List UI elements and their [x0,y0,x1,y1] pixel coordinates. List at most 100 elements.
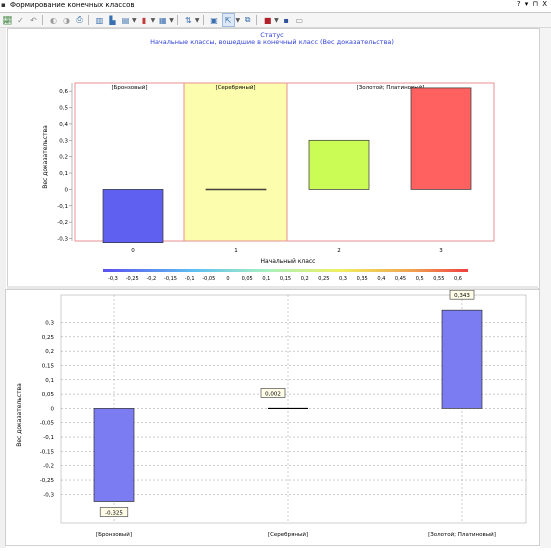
chevron-down-icon[interactable]: ▼ [169,16,174,24]
check-icon[interactable]: ✓ [17,15,24,25]
legend-tick-label: -0,25 [126,276,139,282]
y-tick-label: 0,3 [59,138,68,144]
save-icon[interactable]: ▪ [283,15,289,25]
data-label-box [99,507,129,517]
toolbar-separator [42,15,43,25]
legend-tick-label: -0,3 [108,276,118,282]
bar [93,408,135,502]
group-label: [Бронзовый] [112,84,148,91]
data-label: 0,002 [265,391,281,397]
y-tick-label: 0,5 [59,106,68,112]
y-tick-label: -0,2 [57,220,68,226]
legend-tick-label: 0,6 [454,276,462,282]
y-tick-label: 0 [65,187,69,193]
group-frame [183,82,288,242]
y-tick-label: -0,1 [57,204,68,210]
series2-icon[interactable]: ◑ [63,15,70,25]
y-tick-label: -0,15 [40,449,55,455]
axes-icon[interactable]: ▙ [109,15,116,25]
toolbar-separator [256,15,258,25]
sort-icon[interactable]: ⇅ [185,15,192,25]
y-tick-label: -0,05 [40,421,55,427]
y-axis-ticks: 0,3 0,25 0,2 0,15 0,1 0,05 0 -0,05 -0,1 -0,15 -0,2… [40,320,55,498]
plot-border [60,294,527,524]
y-tick-label: 0,1 [59,171,68,177]
x-tick-label: 0 [131,248,135,254]
y-tick-label: 0,05 [42,392,55,398]
legend-tick-label: 0,4 [377,276,385,282]
y-tick-label: 0 [51,406,55,412]
window-title: Формирование конечных классов [10,1,135,9]
x-axis-ticks: [Бронзовый] [Серебряный] [Золотой; Платино… [96,531,496,538]
copy-icon[interactable]: ▭ [295,15,304,25]
bar [441,309,483,409]
y-tick-label: -0,3 [57,237,68,243]
chart-header: Статус [260,31,284,39]
legend-tick-label: 0 [226,276,229,282]
data-label: -0,325 [105,511,123,517]
window-controls[interactable]: ? ▾ ⊓ X [516,0,548,8]
chevron-down-icon[interactable]: ▼ [194,16,200,24]
chevron-down-icon[interactable]: ▼ [150,16,156,24]
pane-marker-icon: ▪ [1,1,6,9]
gridlines [60,294,527,524]
pointer-icon[interactable]: ⇱ [221,13,235,27]
bottom-chart: 0,3 0,25 0,2 0,15 0,1 0,05 0 -0,05 -0,1 -0,15 -0,2… [16,289,527,538]
toolbar-separator [202,15,204,25]
gridlines-icon[interactable]: ▥ [95,15,104,25]
legend-tick-label: -0,1 [185,276,195,282]
data-label-box [260,388,286,398]
toolbar-separator [176,15,178,25]
x-tick-label: 1 [234,248,238,254]
color-icon[interactable]: ■ [263,15,272,25]
y-tick-label: 0,15 [42,363,55,369]
chevron-down-icon[interactable]: ▼ [235,16,241,24]
chart-type-icon[interactable]: ▮ [141,15,147,25]
layout-icon[interactable]: ▤ [121,15,130,25]
top-chart: Статус Начальные классы, вошедшие в коне… [42,31,495,282]
bottom-chart-panel: 0,3 0,25 0,2 0,15 0,1 0,05 0 -0,05 -0,1 -0,15 -0,2… [5,289,540,546]
y-tick-label: -0,1 [43,435,54,441]
horizontal-splitter[interactable] [7,286,538,289]
print-icon[interactable]: ⎙ [76,15,83,24]
undo-icon[interactable]: ↶ [30,15,37,25]
legend-tick-label: -0,05 [202,276,215,282]
y-tick-label: 0,4 [59,122,68,128]
y-axis-label: Вес доказательства [42,125,49,189]
y-tick-label: -0,3 [43,492,54,498]
left-splitter[interactable] [0,28,6,548]
color-scale-legend: -0,3 -0,25 -0,2 -0,15 -0,1 -0,05 0 0,05 0,1 0,15 0… [103,269,468,282]
legend-tick-label: 0,45 [395,276,406,282]
table-icon[interactable]: ▣ [210,15,218,25]
chevron-down-icon[interactable]: ▼ [132,16,137,24]
bar [102,189,164,243]
window-titlebar: ▪ Формирование конечных классов ? ▾ ⊓ X [0,0,551,13]
chart-wizard-icon[interactable]: 📈︎ [2,15,13,25]
legend-tick-label: 0,1 [262,276,270,282]
export-icon[interactable]: ⧉ [244,15,251,24]
bar [308,139,370,190]
right-splitter[interactable] [540,28,551,548]
y-tick-label: 0,2 [45,349,54,355]
x-tick-label: 3 [439,248,443,254]
top-chart-panel: Статус Начальные классы, вошедшие в коне… [7,28,540,289]
chevron-down-icon[interactable]: ▼ [274,16,279,24]
chart-toolbar: 📈︎ ✓ ↶ ◐ ◑ ⎙ ▥ ▙ ▤ ▼ ▮ ▼ ▦ ▼ ⇅ ▼ ▣ ⇱ ▼ ⧉ ■ ▼ ▪… [0,13,551,28]
bars [102,87,472,243]
y-axis-label: Вес доказательства [16,383,23,447]
series-icon[interactable]: ◐ [50,15,57,25]
bar [410,87,472,190]
y-tick-label: 0,25 [42,335,55,341]
color-scale-bar [103,269,468,272]
palette-icon[interactable]: ▦ [158,15,167,25]
legend-tick-label: 0,55 [433,276,444,282]
legend-tick-label: 0,35 [357,276,368,282]
legend-tick-label: 0,25 [318,276,329,282]
y-axis-ticks: 0,6 0,5 0,4 0,3 0,2 0,1 0 -0,1 -0,2 -0,3 [57,83,73,243]
legend-tick-label: 0,15 [280,276,291,282]
legend-tick-label: 0,2 [301,276,309,282]
data-label: 0,343 [454,293,470,299]
legend-tick-label: 0,3 [339,276,347,282]
x-axis-ticks: 0 1 2 3 [131,248,443,254]
y-tick-label: 0,2 [59,155,68,161]
